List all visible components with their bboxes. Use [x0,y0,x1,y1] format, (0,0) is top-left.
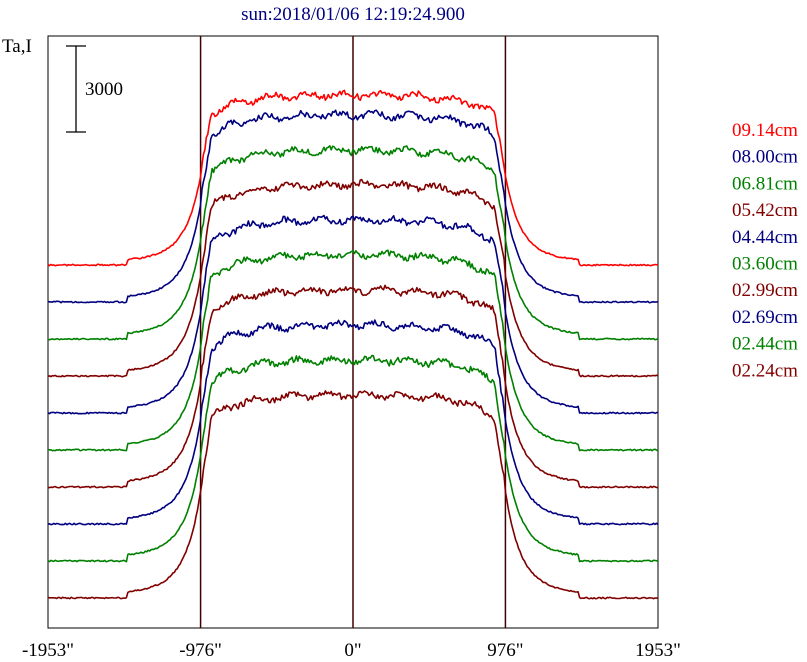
scale-bar: 3000 [66,45,123,133]
legend-entry: 02.69cm [732,307,798,328]
scale-bar-label: 3000 [85,79,123,100]
series-line [47,145,659,341]
disk-limb-lines [199,36,507,628]
series-line [47,354,659,563]
y-axis-label: Ta,I [2,36,32,57]
legend-entry: 04.44cm [732,227,798,248]
legend-entry: 02.44cm [732,334,798,355]
legend-entry: 06.81cm [732,173,798,194]
series-line [47,249,659,452]
x-tick-label: -1953" [22,640,74,661]
x-tick-label: 0" [344,640,361,661]
chart-title: sun:2018/01/06 12:19:24.900 [241,4,465,25]
legend-entry: 08.00cm [732,147,798,168]
series-line [47,319,659,526]
x-tick-label: 976" [487,640,523,661]
series-line [47,89,659,267]
series-line [47,214,659,415]
series-line [47,390,659,600]
legend-entry: 09.14cm [732,120,798,141]
legend-entry: 03.60cm [732,254,798,275]
legend-entry: 02.24cm [732,360,798,381]
x-tick-labels: -1953" -976" 0" 976" 1953" [22,640,681,661]
series-line [47,109,659,304]
series-curves [47,89,659,600]
legend-entry: 02.99cm [732,280,798,301]
legend: 09.14cm 08.00cm 06.81cm 05.42cm 04.44cm 03.60… [732,120,798,381]
legend-entry: 05.42cm [732,200,798,221]
series-line [48,284,659,489]
x-tick-label: -976" [179,640,222,661]
series-line [47,178,659,378]
x-tick-label: 1953" [635,640,681,661]
